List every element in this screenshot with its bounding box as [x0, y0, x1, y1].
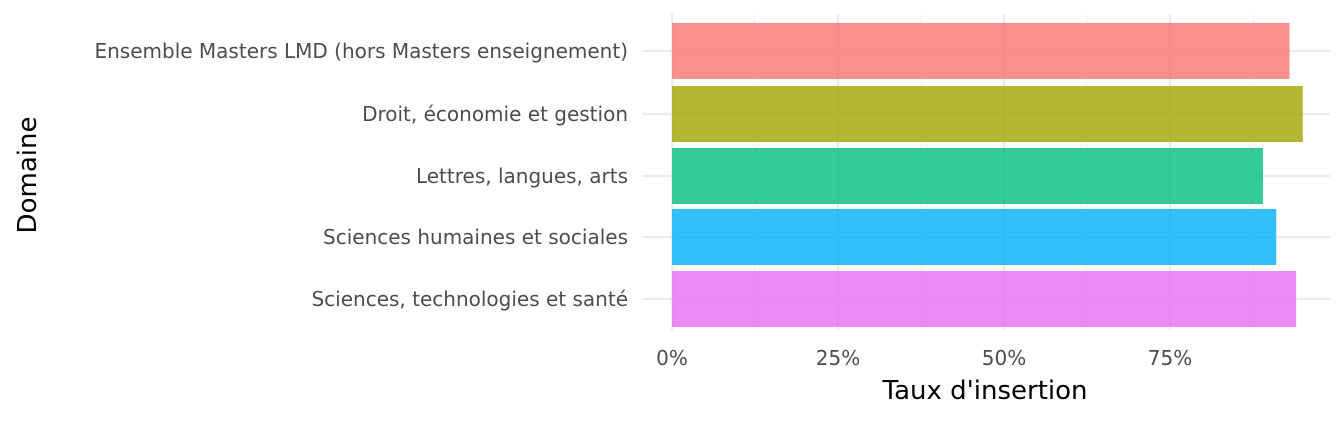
x-tick-label: 25% — [816, 346, 860, 370]
bar — [672, 209, 1277, 265]
y-tick-labels: Ensemble Masters LMD (hors Masters ensei… — [94, 39, 628, 311]
x-tick-label: 50% — [982, 346, 1026, 370]
y-tick-label: Sciences humaines et sociales — [323, 225, 628, 249]
bar — [672, 86, 1303, 142]
bar — [672, 23, 1290, 79]
x-tick-labels: 0% 25% 50% 75% — [656, 346, 1192, 370]
y-tick-label: Ensemble Masters LMD (hors Masters ensei… — [94, 39, 628, 63]
x-tick-label: 0% — [656, 346, 688, 370]
bar — [672, 148, 1263, 204]
bars — [672, 23, 1303, 327]
y-axis-title: Domaine — [13, 117, 43, 234]
y-tick-label: Sciences, technologies et santé — [311, 287, 628, 311]
y-tick-label: Droit, économie et gestion — [362, 102, 628, 126]
x-tick-label: 75% — [1148, 346, 1192, 370]
bar — [672, 271, 1297, 327]
x-axis-title: Taux d'insertion — [881, 376, 1087, 406]
y-tick-label: Lettres, langues, arts — [416, 164, 628, 188]
